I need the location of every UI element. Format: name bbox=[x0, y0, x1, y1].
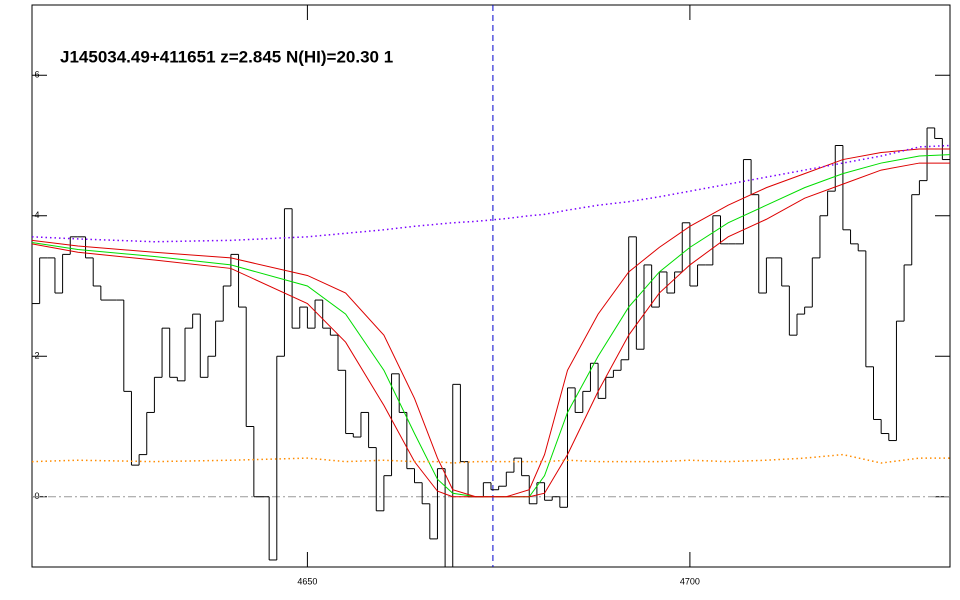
plot-frame bbox=[31, 4, 951, 568]
dotted-curve bbox=[31, 144, 951, 243]
y-tick-label: 4 bbox=[34, 210, 39, 220]
model-curve bbox=[31, 154, 951, 498]
chart-title: J145034.49+411651 z=2.845 N(HI)=20.30 1 bbox=[60, 47, 393, 66]
y-tick-label: 6 bbox=[34, 70, 39, 80]
y-tick-label: 0 bbox=[34, 491, 39, 501]
x-tick-label: 4650 bbox=[297, 576, 317, 586]
dotted-curve bbox=[31, 453, 950, 464]
x-tick-label: 4700 bbox=[680, 576, 700, 586]
model-curve bbox=[31, 162, 950, 498]
y-tick-label: 2 bbox=[34, 351, 39, 361]
model-curve bbox=[31, 148, 950, 498]
